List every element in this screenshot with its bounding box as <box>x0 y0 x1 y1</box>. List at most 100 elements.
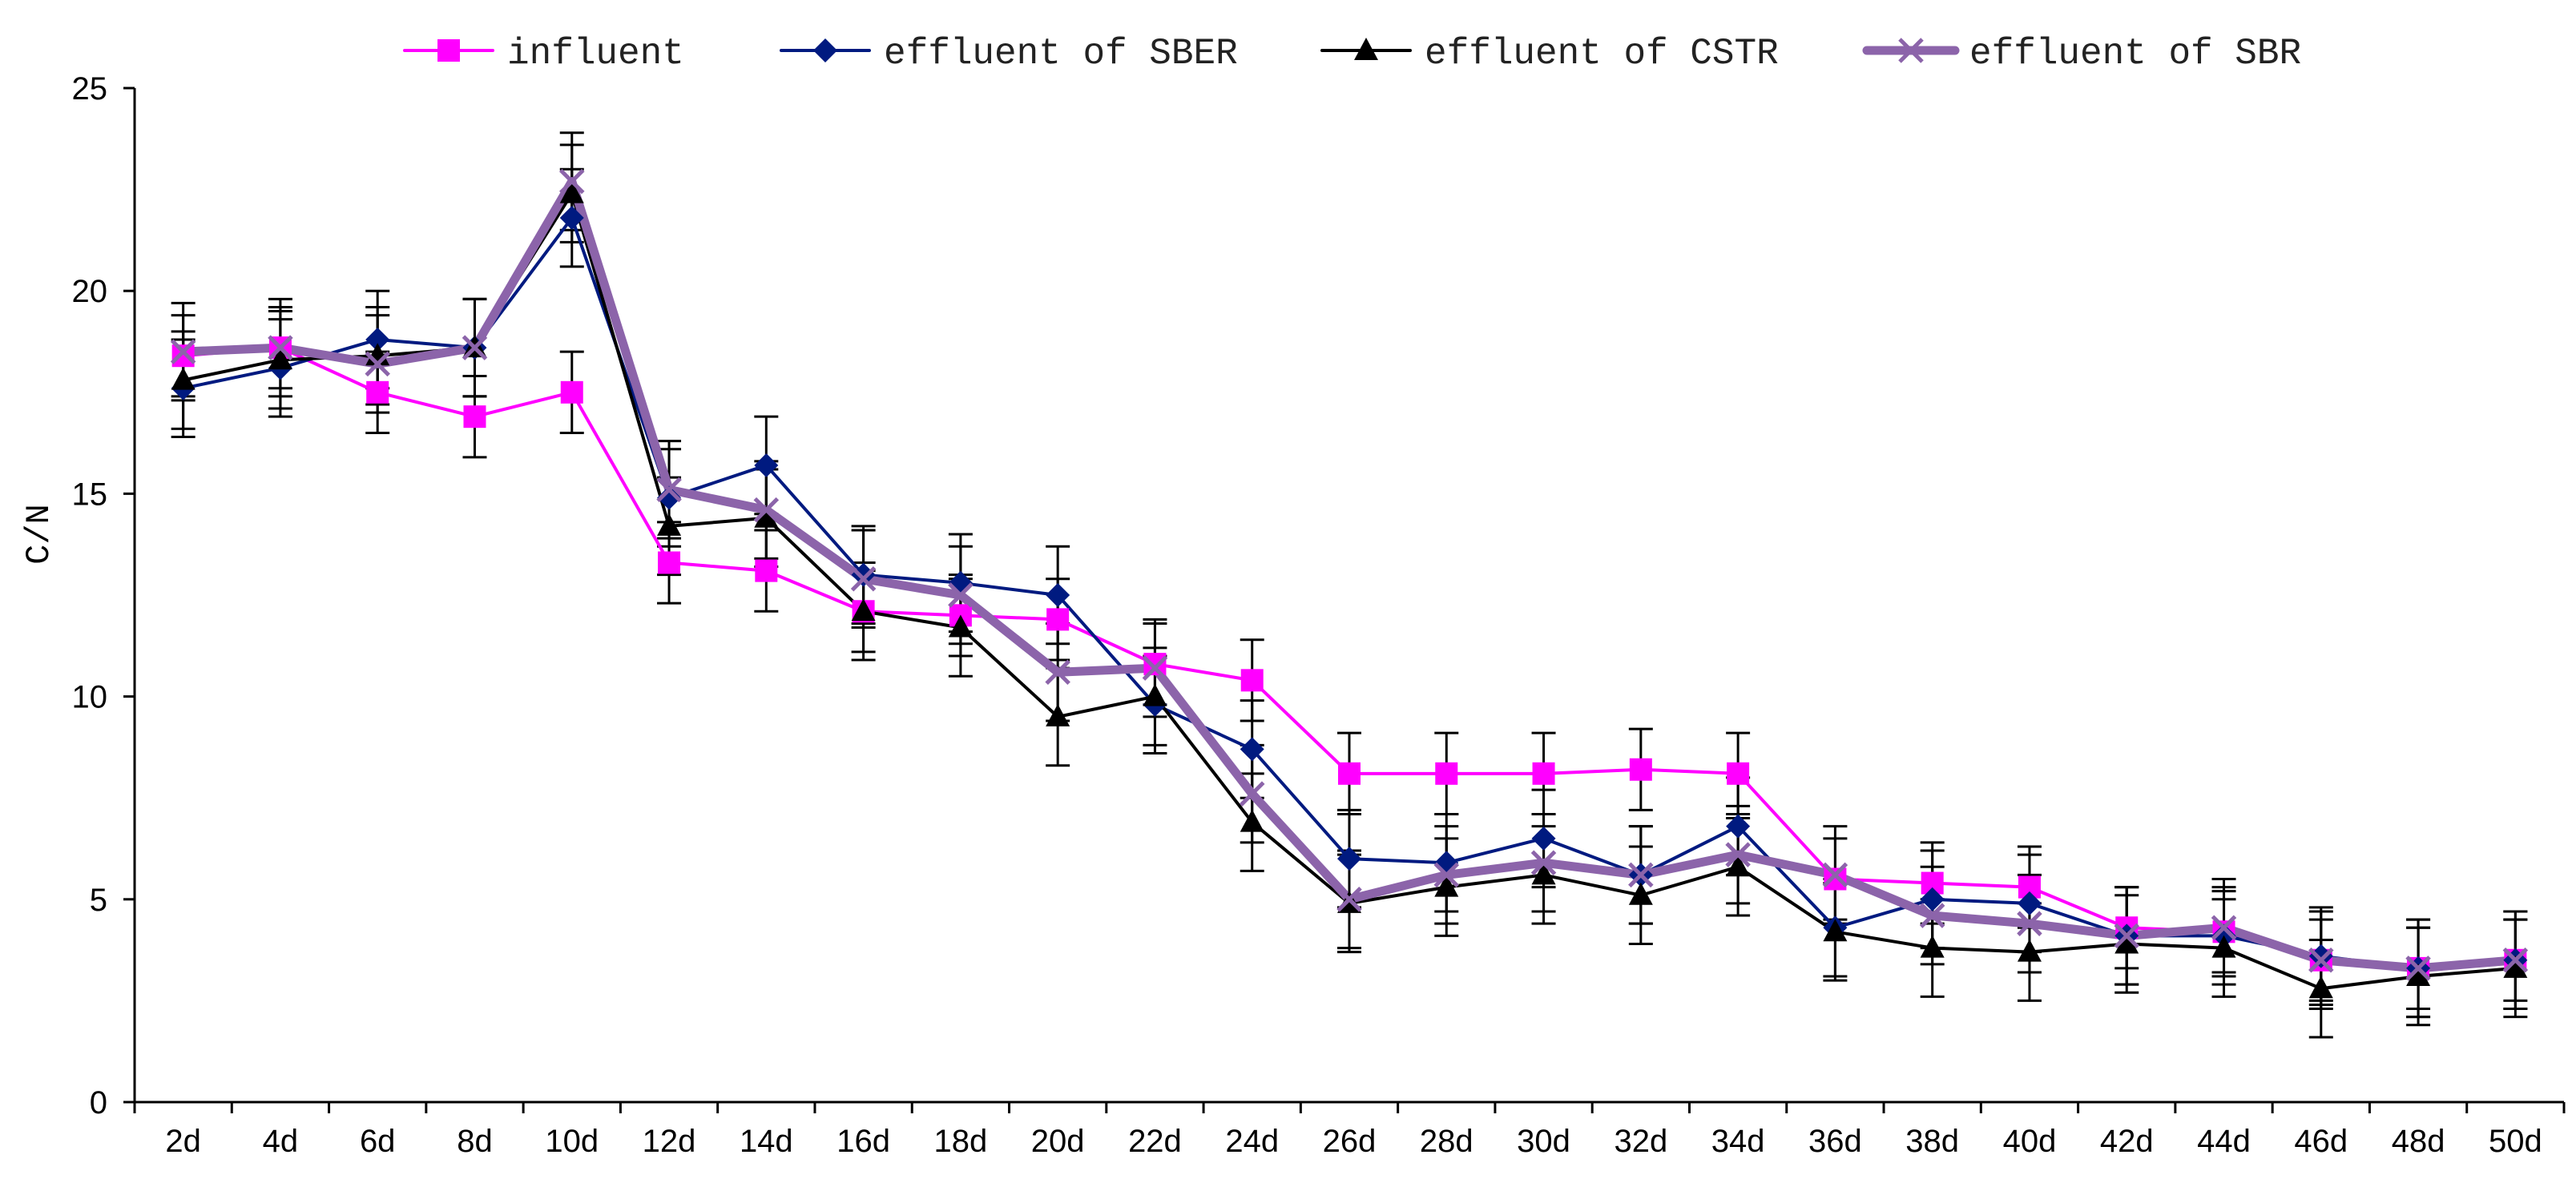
x-tick-label: 10d <box>545 1124 599 1159</box>
y-tick-label: 20 <box>72 274 108 309</box>
series-4-point <box>2017 911 2042 936</box>
series-3-point <box>2406 964 2431 987</box>
series-3-point <box>851 598 876 622</box>
x-marker-stroke <box>268 335 293 360</box>
series-3-point <box>559 180 584 203</box>
series-4-point <box>1239 781 1265 807</box>
x-tick-label: 36d <box>1808 1124 1862 1159</box>
x-tick-label: 30d <box>1517 1124 1570 1159</box>
series-1-point <box>1824 867 1847 891</box>
x-tick-label: 4d <box>263 1124 299 1159</box>
x-marker-stroke <box>1628 862 1654 888</box>
x-tick-label: 24d <box>1225 1124 1279 1159</box>
series-3-point <box>1434 874 1459 897</box>
series-4-point <box>753 497 780 523</box>
series-4-point <box>948 582 974 608</box>
x-tick-label: 14d <box>740 1124 793 1159</box>
series-4-point <box>558 168 585 195</box>
series-1-point <box>171 344 195 368</box>
x-marker-stroke <box>656 477 682 503</box>
x-tick-label: 22d <box>1128 1124 1182 1159</box>
x-marker-stroke <box>2308 947 2334 973</box>
y-tick-label: 5 <box>90 883 107 918</box>
legend-swatch-marker <box>1354 38 1378 60</box>
x-tick-label: 40d <box>2003 1124 2057 1159</box>
series-2-point <box>657 485 682 510</box>
series-2-point <box>559 206 584 231</box>
legend-label: effluent of SBER <box>884 33 1238 74</box>
series-markers <box>170 168 2529 999</box>
series-1-point <box>755 559 778 582</box>
x-tick-label: 34d <box>1711 1124 1765 1159</box>
series-3-point <box>657 513 682 536</box>
series-3-point <box>948 614 973 638</box>
legend-label: effluent of SBR <box>1969 33 2301 74</box>
x-marker-stroke <box>850 565 877 592</box>
series-3-point <box>754 505 779 528</box>
series-4-point <box>1628 862 1654 888</box>
x-marker-stroke <box>1045 659 1070 685</box>
x-marker-stroke <box>1725 842 1751 867</box>
x-tick-label: 48d <box>2392 1124 2445 1159</box>
series-2-point <box>1046 583 1070 607</box>
series-1-point <box>463 405 486 429</box>
y-ticks: 0 5 10 15 20 25 <box>72 71 135 1121</box>
legend-label: influent <box>507 33 684 74</box>
legend-swatch-marker <box>437 39 460 62</box>
y-tick-label: 25 <box>72 71 108 107</box>
series-1-point <box>560 380 583 404</box>
series-4-point <box>2308 947 2334 973</box>
legend: influent effluent of SBER effluent of CSTR… <box>403 33 2301 74</box>
series-4-point <box>1336 887 1362 912</box>
series-4-point <box>1822 862 1848 888</box>
x-marker-stroke <box>753 497 780 523</box>
x-tick-label: 18d <box>934 1124 988 1159</box>
series-2-point <box>1531 826 1556 851</box>
legend-item-4: effluent of SBR <box>1862 33 2301 74</box>
x-tick-label: 26d <box>1323 1124 1377 1159</box>
series-1-point <box>1046 608 1070 631</box>
x-tick-label: 42d <box>2100 1124 2154 1159</box>
x-marker-stroke <box>2502 947 2529 973</box>
x-marker-stroke <box>1433 862 1460 888</box>
x-tick-label: 50d <box>2489 1124 2542 1159</box>
series-4-point <box>268 335 293 360</box>
legend-item-1: influent <box>403 33 684 74</box>
y-tick-label: 15 <box>72 477 108 512</box>
series-2-point <box>754 453 779 477</box>
x-ticks: 2d 4d 6d 8d 10d 12d 14d 16d 18d 20d 22d 24d 26d 28d 30… <box>133 1102 2566 1159</box>
series-1-point <box>1143 653 1167 676</box>
series-2-point <box>2017 891 2042 915</box>
series-3-point <box>268 347 292 370</box>
series-4-point <box>2502 947 2529 973</box>
series-4-point <box>1919 903 1945 928</box>
legend-swatch-marker <box>813 38 837 62</box>
series-3-point <box>1726 854 1751 877</box>
series-1-point <box>658 551 681 574</box>
x-tick-label: 28d <box>1420 1124 1473 1159</box>
x-tick-label: 16d <box>836 1124 890 1159</box>
series-2-point <box>1337 847 1361 871</box>
legend-label: effluent of CSTR <box>1425 33 1779 74</box>
x-marker-stroke <box>365 351 390 377</box>
series-1-point <box>1435 762 1458 785</box>
series-3-point <box>1920 935 1945 958</box>
x-marker-stroke <box>2017 911 2042 936</box>
series-4-point <box>2405 956 2431 981</box>
x-marker-stroke <box>462 335 488 360</box>
series-4-point <box>170 339 196 364</box>
series-2-point <box>365 327 390 352</box>
series-3-point <box>2503 955 2528 978</box>
series-2-point <box>1240 737 1264 762</box>
series-1-point <box>1629 758 1652 781</box>
series-1-point <box>1727 762 1750 785</box>
series-4-point <box>365 351 390 377</box>
x-tick-label: 46d <box>2294 1124 2348 1159</box>
series-3-point <box>1628 882 1653 905</box>
series-3-point <box>171 367 196 390</box>
series-1-point <box>1338 762 1361 785</box>
x-marker-stroke <box>1822 862 1848 888</box>
series-4-point <box>656 477 682 503</box>
